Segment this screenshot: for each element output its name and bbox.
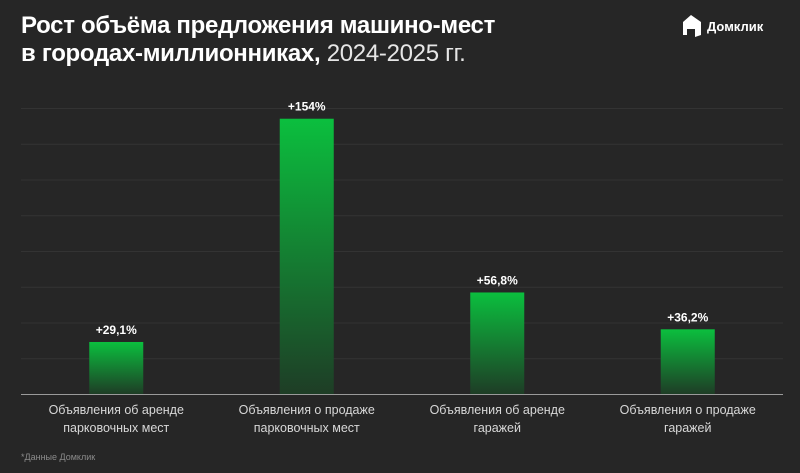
category-label: Объявления об аренде [49, 403, 184, 417]
data-label: +36,2% [667, 310, 708, 324]
house-logo-icon [683, 15, 701, 37]
category-label: парковочных мест [63, 421, 169, 435]
category-label: гаражей [664, 421, 711, 435]
bar [470, 292, 525, 394]
title-line-1: Рост объёма предложения машино-мест [21, 12, 496, 39]
domclick-logo: Домклик [680, 14, 763, 38]
title-period: 2024-2025 гг. [326, 40, 466, 67]
category-label: парковочных мест [254, 421, 360, 435]
bar [89, 341, 144, 394]
category-label: гаражей [474, 421, 521, 435]
bar [660, 329, 715, 394]
category-label: Объявления о продаже [239, 403, 375, 417]
data-label: +154% [288, 100, 326, 114]
data-label: +29,1% [96, 323, 137, 337]
title-line-2: в городах-миллионниках, [21, 40, 321, 67]
category-label: Объявления об аренде [430, 403, 565, 417]
footnote: *Данные Домклик [21, 452, 96, 462]
category-label: Объявления о продаже [620, 403, 756, 417]
data-label: +56,8% [477, 273, 518, 287]
chart-title: Рост объёма предложения машино-мест в го… [21, 12, 495, 68]
brand-name: Домклик [707, 18, 764, 34]
bar [279, 118, 334, 394]
